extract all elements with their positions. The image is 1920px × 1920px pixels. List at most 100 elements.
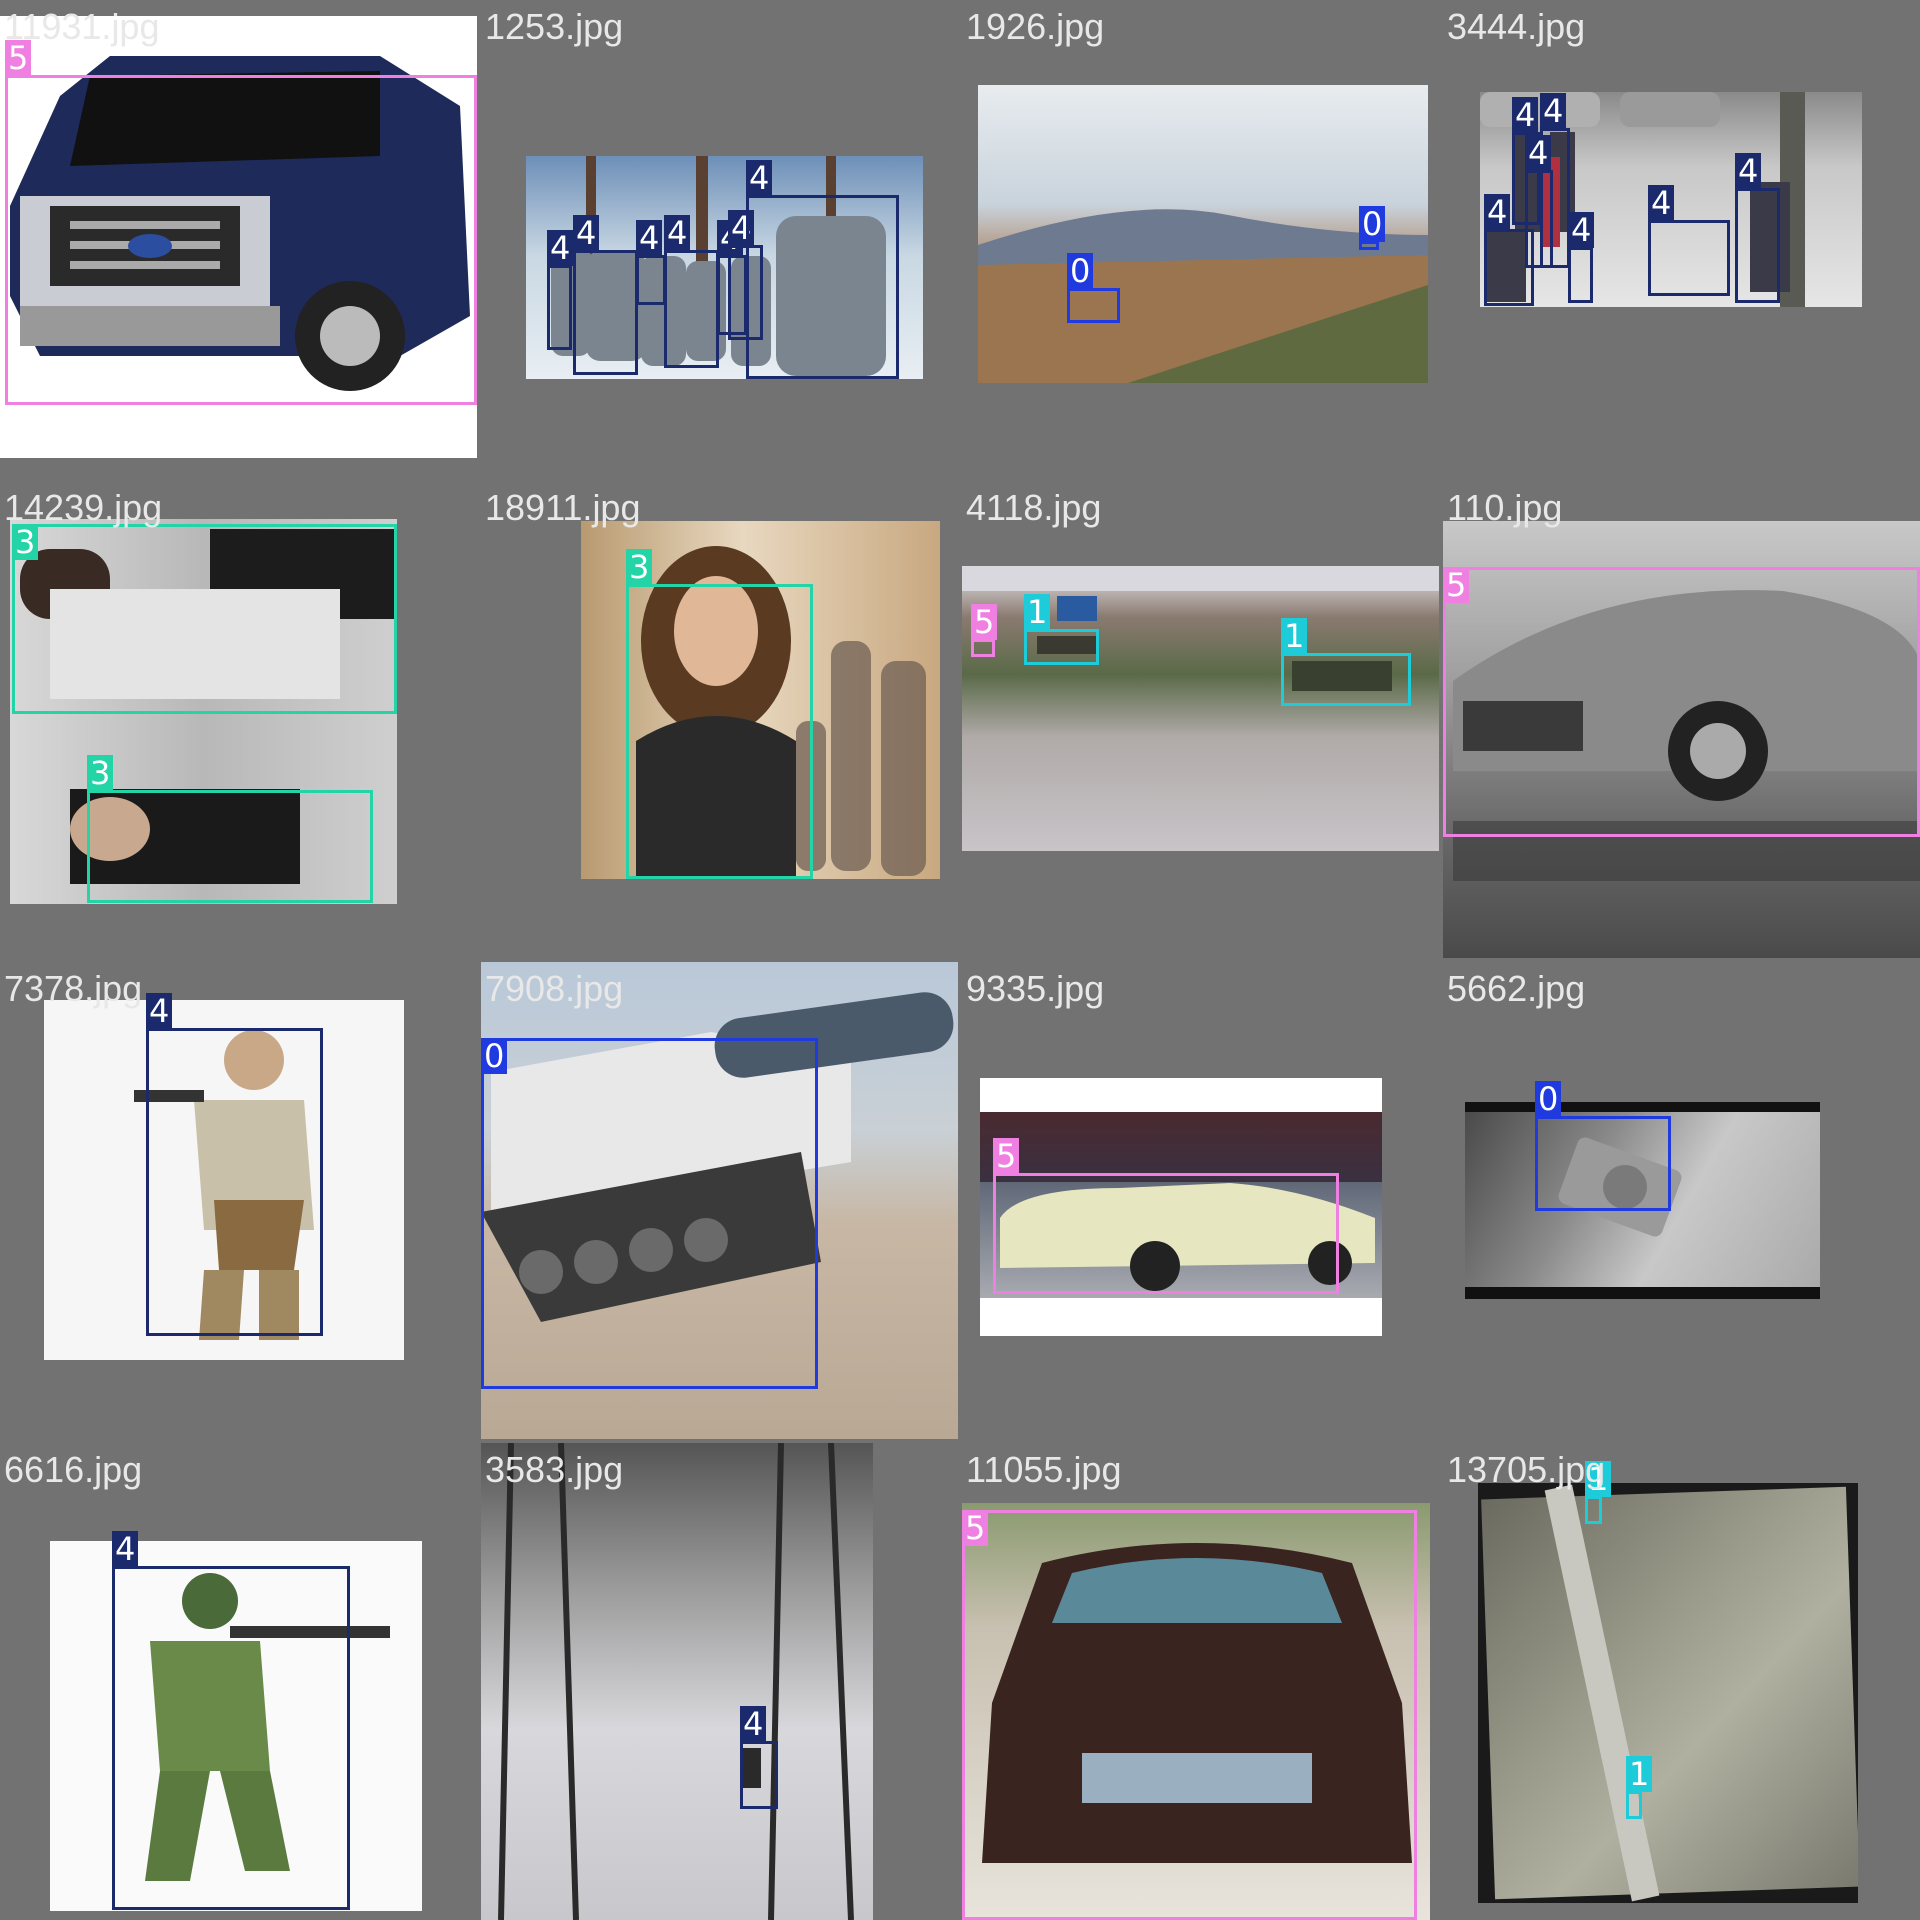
tile-110: 5 110.jpg (1443, 481, 1920, 958)
filename-label: 13705.jpg (1447, 1449, 1606, 1490)
class-label: 4 (1484, 194, 1511, 230)
detection-box: 4 (146, 993, 323, 1336)
tile-18911: 3 18911.jpg (481, 481, 958, 958)
filename-label: 11055.jpg (966, 1449, 1122, 1490)
detection-box: 4 (112, 1531, 350, 1910)
class-label: 1 (1281, 618, 1308, 654)
detection-box: 4 (1525, 135, 1553, 268)
filename-label: 7908.jpg (485, 968, 624, 1009)
tile-9335: 5 9335.jpg (962, 962, 1439, 1439)
class-label: 4 (1540, 93, 1567, 129)
detection-box: 1 (1626, 1756, 1653, 1819)
filename-label: 110.jpg (1447, 487, 1563, 528)
class-label: 0 (1359, 206, 1386, 242)
detection-box: 5 (1443, 567, 1920, 837)
car-scene (1453, 590, 1920, 881)
class-label: 1 (1585, 1461, 1612, 1497)
tile-3444: 4 4 4 4 4 4 4 3444.jpg (1443, 0, 1920, 477)
filename-label: 4118.jpg (966, 487, 1102, 528)
image-soldier-aiming (44, 1000, 404, 1360)
class-label: 4 (112, 1531, 139, 1567)
tile-14239: 3 3 14239.jpg (0, 481, 477, 958)
tile-11931: 5 11931.jpg (0, 0, 477, 477)
tile-1253: 4 4 4 4 4 4 4 1253.jpg (481, 0, 958, 477)
class-label: 4 (1512, 97, 1539, 133)
detection-box: 1 (1585, 1461, 1612, 1524)
class-label: 1 (1024, 594, 1051, 630)
class-label: 5 (5, 40, 32, 76)
detection-box: 0 (481, 1038, 818, 1389)
filename-label: 3444.jpg (1447, 6, 1586, 47)
class-label: 4 (547, 230, 574, 266)
tile-6616: 4 6616.jpg (0, 1443, 477, 1920)
detection-box: 4 (664, 215, 719, 368)
detection-box: 4 (1735, 153, 1780, 303)
detection-box: 1 (1024, 594, 1099, 665)
tile-7378: 4 7378.jpg (0, 962, 477, 1439)
filename-label: 11931.jpg (4, 6, 160, 47)
tank-top (1558, 1137, 1682, 1237)
soldier-figure (134, 1030, 314, 1340)
class-label: 4 (1568, 212, 1595, 248)
detection-box: 5 (962, 1510, 1417, 1920)
class-label: 4 (664, 215, 691, 251)
class-label: 0 (1067, 253, 1094, 289)
tank-scene (481, 992, 954, 1322)
tile-4118: 5 1 1 4118.jpg (962, 481, 1439, 958)
class-label: 5 (962, 1510, 989, 1546)
class-label: 4 (740, 1706, 767, 1742)
class-label: 1 (1626, 1756, 1653, 1792)
tile-7908: 0 7908.jpg (481, 962, 958, 1439)
image-van (0, 16, 477, 458)
detection-box: 4 (573, 215, 638, 375)
class-label: 4 (1735, 153, 1762, 189)
class-label: 0 (481, 1038, 508, 1074)
sedan-shape (982, 1543, 1412, 1863)
detection-box: 4 (1512, 97, 1540, 225)
detection-box: 4 (1648, 185, 1730, 296)
image-acura-sedan (962, 1503, 1430, 1920)
tile-13705: 1 1 13705.jpg (1443, 1443, 1920, 1920)
detection-box: 0 (1535, 1081, 1671, 1211)
filename-label: 18911.jpg (485, 487, 641, 528)
detection-box: 3 (87, 755, 373, 903)
detection-box: 4 (1568, 212, 1595, 303)
filename-label: 5662.jpg (1447, 968, 1586, 1009)
detection-box: 4 (547, 230, 574, 350)
detection-box: 4 (636, 220, 666, 305)
detection-box: 3 (12, 524, 397, 714)
detection-box: 4 (728, 210, 763, 340)
crowd-background (980, 1112, 1382, 1182)
class-label: 5 (971, 604, 998, 640)
van-illustration (10, 56, 470, 391)
image-snowy-forest (481, 1443, 873, 1920)
image-aerial-road (1478, 1483, 1858, 1903)
class-label: 4 (146, 993, 173, 1029)
detection-box: 4 (1540, 93, 1570, 268)
tile-11055: 5 11055.jpg (962, 1443, 1439, 1920)
detection-box: 3 (626, 549, 813, 879)
aerial-terrain (1481, 1486, 1858, 1900)
detection-box: 4 (746, 160, 899, 379)
class-label: 4 (1648, 185, 1675, 221)
filename-label: 7378.jpg (4, 968, 143, 1009)
detection-box: 5 (5, 40, 477, 405)
class-label: 4 (746, 160, 773, 196)
class-label: 4 (1525, 135, 1552, 171)
detection-box: 1 (1281, 618, 1411, 706)
tile-1926: 0 0 1926.jpg (962, 0, 1439, 477)
image-gray-sports-car (1443, 521, 1920, 958)
detection-box: 4 (1484, 194, 1534, 306)
image-futuristic-tank (481, 962, 958, 1439)
filename-label: 9335.jpg (966, 968, 1105, 1009)
tile-3583: 4 3583.jpg (481, 1443, 958, 1920)
filename-label: 14239.jpg (4, 487, 163, 528)
class-label: 5 (1443, 567, 1470, 603)
detection-box: 5 (993, 1138, 1339, 1294)
detection-box: 5 (971, 604, 998, 657)
camo-figure (145, 1573, 390, 1881)
class-label: 3 (87, 755, 114, 791)
class-label: 5 (993, 1138, 1020, 1174)
image-aerial-tank (1465, 1102, 1820, 1299)
